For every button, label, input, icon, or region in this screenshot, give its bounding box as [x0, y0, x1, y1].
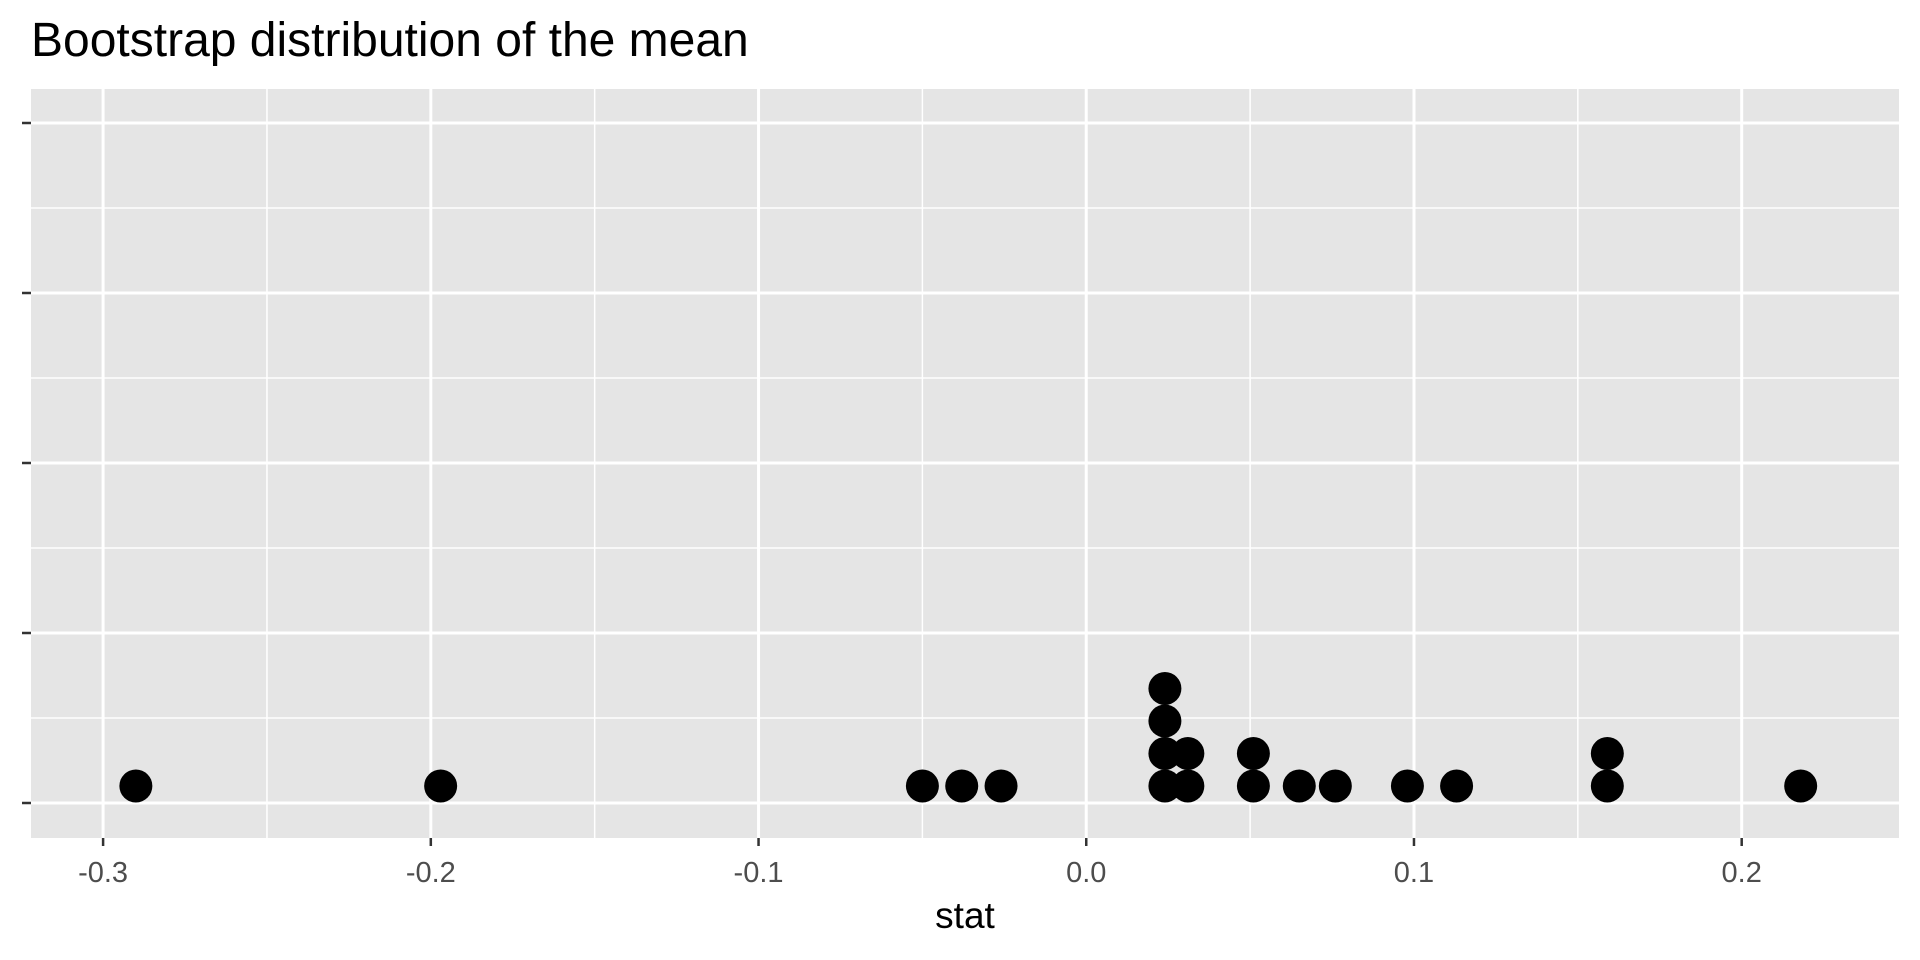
dot [1318, 769, 1352, 803]
dot [1171, 737, 1205, 770]
dot [1148, 704, 1182, 738]
dot [1236, 769, 1270, 803]
dot [1236, 737, 1270, 770]
dot [984, 769, 1018, 803]
dot [1390, 769, 1424, 803]
dot [1148, 769, 1182, 803]
chart-title: Bootstrap distribution of the mean [31, 14, 749, 67]
dot [1440, 769, 1474, 803]
x-tick-label: -0.1 [734, 857, 784, 889]
dots [119, 672, 1818, 803]
dot [119, 769, 153, 803]
dot [1590, 769, 1624, 803]
dot [1784, 769, 1818, 803]
x-tick-label: -0.2 [406, 857, 456, 889]
major-gridlines [31, 89, 1899, 838]
x-axis-title: stat [935, 895, 995, 936]
dot [1282, 769, 1316, 803]
y-axis [22, 121, 31, 805]
minor-gridlines [31, 89, 1899, 838]
dot [1590, 737, 1624, 770]
dot [424, 769, 458, 803]
x-tick-label: 0.0 [1066, 857, 1106, 889]
x-axis: -0.3 -0.2 -0.1 0.0 0.1 0.2 [78, 838, 1762, 889]
x-tick-label: 0.1 [1394, 857, 1434, 889]
x-tick-label: 0.2 [1722, 857, 1762, 889]
dot [1148, 672, 1182, 705]
x-tick-label: -0.3 [78, 857, 128, 889]
dot [905, 769, 939, 803]
dot [945, 769, 979, 803]
dot [1148, 737, 1182, 770]
dot [1171, 769, 1205, 803]
